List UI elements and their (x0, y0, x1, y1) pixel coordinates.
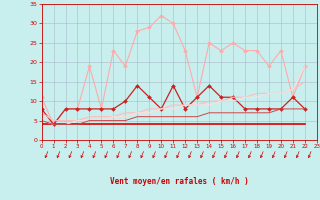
Text: Vent moyen/en rafales ( km/h ): Vent moyen/en rafales ( km/h ) (110, 176, 249, 186)
